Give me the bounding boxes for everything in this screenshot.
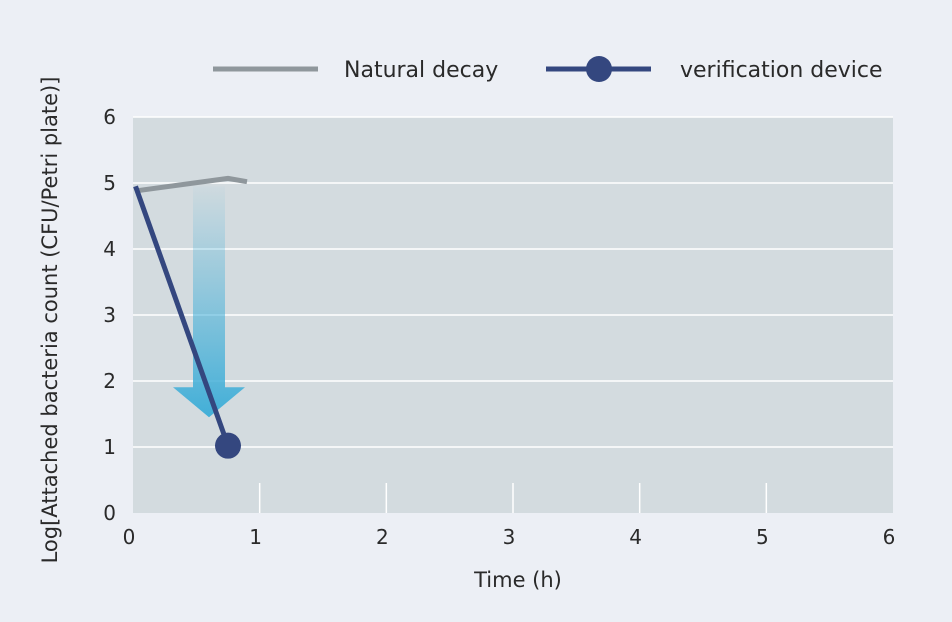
x-tick-label-1: 1 — [249, 525, 262, 549]
x-tick-label-3: 3 — [503, 525, 516, 549]
annotations — [173, 186, 245, 418]
legend-marker-1 — [586, 56, 612, 82]
legend: Natural decay verification device — [213, 56, 883, 83]
x-axis-title: Time (h) — [473, 568, 562, 592]
x-tick-label-0: 0 — [123, 525, 136, 549]
y-tick-label-3: 3 — [103, 303, 116, 327]
tick-labels: 0 1 2 3 4 5 6 0 1 2 3 4 5 6 — [103, 105, 895, 549]
series-line-1 — [133, 185, 231, 447]
y-tick-label-0: 0 — [103, 501, 116, 525]
y-tick-label-1: 1 — [103, 435, 116, 459]
y-axis-title: Log[Attached bacteria count (CFU/Petri p… — [38, 77, 62, 564]
series — [133, 175, 248, 459]
x-tick-label-6: 6 — [883, 525, 896, 549]
legend-label-0: Natural decay — [344, 58, 498, 83]
reduction-arrow-0 — [173, 186, 245, 418]
y-tick-label-4: 4 — [103, 237, 116, 261]
gridlines — [133, 116, 893, 513]
y-tick-label-6: 6 — [103, 105, 116, 129]
series-1-point-0 — [215, 432, 241, 459]
legend-label-1: verification device — [680, 58, 883, 83]
x-tick-label-4: 4 — [629, 525, 642, 549]
y-tick-label-2: 2 — [103, 369, 116, 393]
x-tick-label-5: 5 — [756, 525, 769, 549]
x-tick-label-2: 2 — [376, 525, 389, 549]
y-tick-label-5: 5 — [103, 171, 116, 195]
series-line-0 — [135, 175, 248, 194]
